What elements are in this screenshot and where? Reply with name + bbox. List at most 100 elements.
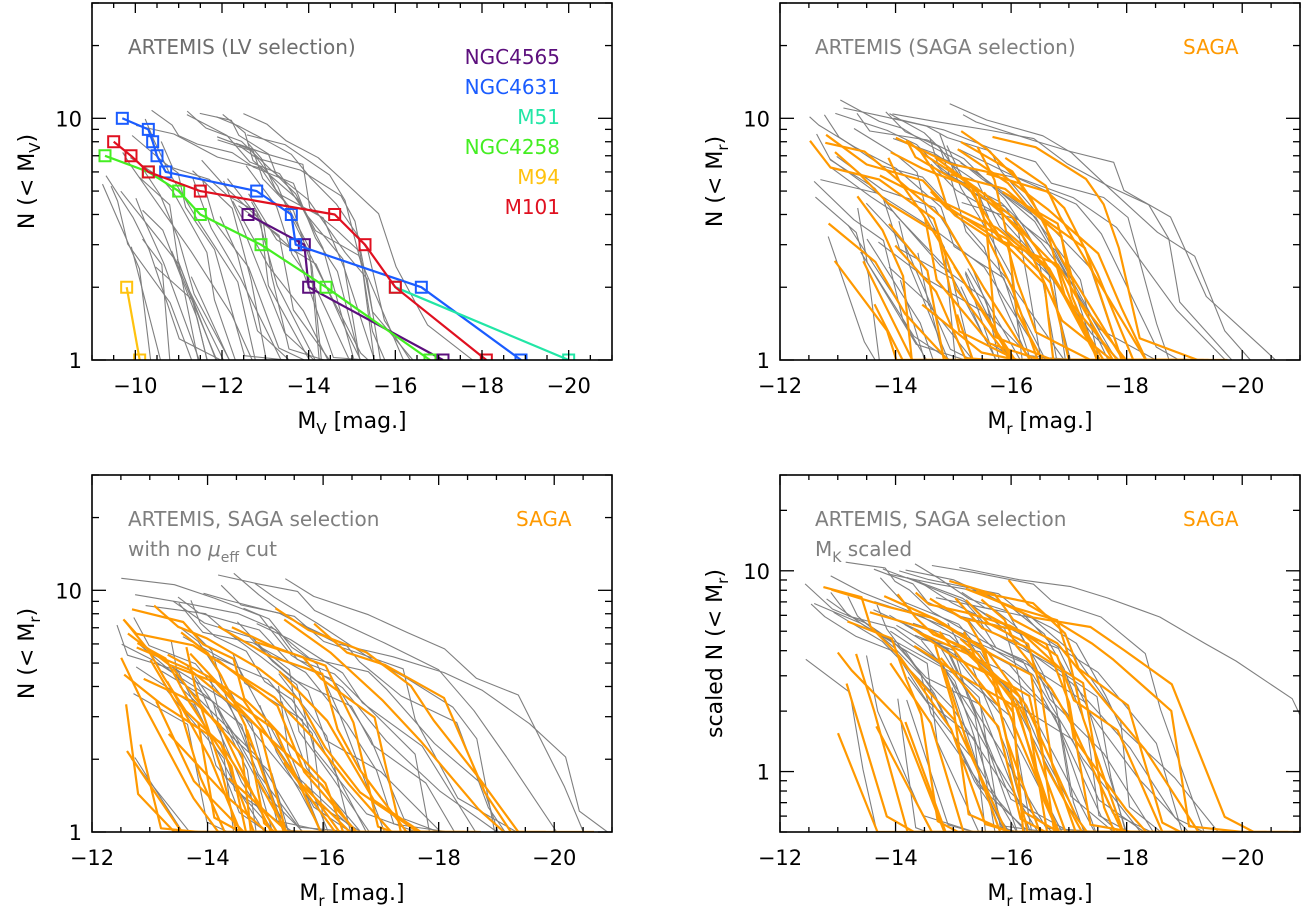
artemis-curve bbox=[110, 185, 232, 360]
artemis-curve bbox=[882, 568, 1217, 832]
artemis-curve bbox=[135, 594, 457, 832]
marker-ngc4258 bbox=[254, 238, 268, 252]
saga-curve bbox=[180, 631, 331, 832]
artemis-curve bbox=[216, 136, 344, 360]
artemis-curve bbox=[815, 196, 909, 360]
artemis-curve bbox=[893, 117, 1205, 360]
artemis-curve bbox=[227, 178, 354, 360]
artemis-curve bbox=[142, 238, 227, 360]
x-tick-label: −18 bbox=[417, 846, 461, 870]
saga-curve bbox=[895, 136, 1189, 360]
panel-saga-selection: −12 −14 −16 −18 −20 1 10 Mr [mag.] N (< Mr) ARTEM… bbox=[703, 2, 1301, 438]
artemis-curve bbox=[962, 114, 1300, 360]
artemis-curve bbox=[186, 114, 381, 360]
saga-curve bbox=[907, 140, 1076, 360]
artemis-curve bbox=[144, 118, 327, 360]
artemis-curve bbox=[190, 276, 277, 360]
legend-entry-m101: M101 bbox=[505, 195, 560, 219]
marker-ngc4631 bbox=[150, 149, 164, 163]
artemis-curve bbox=[194, 676, 316, 832]
x-tick-label: −12 bbox=[758, 374, 802, 398]
saga-curve bbox=[954, 597, 1190, 832]
saga-curve bbox=[873, 303, 942, 360]
saga-curve bbox=[256, 778, 302, 832]
marker-ngc4631 bbox=[115, 111, 129, 125]
artemis-curve bbox=[166, 689, 321, 832]
plot-area bbox=[809, 99, 1300, 360]
x-tick-label: −14 bbox=[287, 374, 331, 398]
saga-curve bbox=[809, 140, 1074, 360]
saga-curve bbox=[856, 195, 983, 360]
y-axis-label: N (< Mr) bbox=[15, 608, 44, 699]
artemis-curve bbox=[920, 639, 1049, 832]
artemis-curve bbox=[256, 623, 513, 832]
saga-curve bbox=[228, 777, 328, 832]
artemis-curve bbox=[185, 663, 335, 832]
saga-curve bbox=[278, 670, 443, 832]
marker-ngc4565 bbox=[241, 207, 255, 221]
artemis-curve bbox=[135, 124, 445, 360]
artemis-curve bbox=[207, 730, 306, 832]
saga-curve bbox=[965, 599, 1118, 832]
artemis-curve bbox=[860, 251, 979, 360]
panel-saga-no-mu-cut: −12 −14 −16 −18 −20 1 10 Mr [mag.] N (< Mr) ARTEM… bbox=[15, 474, 613, 910]
artemis-curve bbox=[233, 572, 524, 832]
artemis-curve bbox=[155, 266, 232, 360]
annotation-text: ARTEMIS (LV selection) bbox=[128, 35, 356, 59]
saga-curve bbox=[986, 172, 1204, 360]
x-axis-label: Mr [mag.] bbox=[987, 409, 1092, 438]
saga-curve bbox=[274, 607, 594, 832]
saga-curve bbox=[836, 651, 963, 832]
saga-curve bbox=[283, 618, 524, 832]
saga-curve bbox=[883, 595, 1088, 832]
y-tick-label: 1 bbox=[69, 821, 82, 845]
artemis-curve bbox=[857, 207, 988, 360]
artemis-curve bbox=[222, 113, 388, 360]
saga-curve bbox=[862, 260, 937, 360]
saga-curve bbox=[960, 130, 1136, 360]
artemis-curve bbox=[840, 99, 1183, 360]
artemis-curve bbox=[876, 604, 1105, 832]
artemis-curve bbox=[238, 145, 463, 360]
artemis-curve bbox=[967, 268, 1076, 360]
saga-curve bbox=[956, 314, 993, 360]
saga-curve bbox=[153, 604, 478, 832]
series-line-m51 bbox=[394, 286, 570, 360]
saga-curve bbox=[889, 662, 1035, 832]
x-tick-label: −14 bbox=[873, 846, 917, 870]
saga-curve bbox=[304, 783, 416, 832]
saga-curve bbox=[894, 244, 1068, 360]
artemis-curve bbox=[251, 201, 351, 360]
legend-entry-ngc4631: NGC4631 bbox=[465, 75, 560, 99]
saga-curve bbox=[283, 761, 356, 832]
y-axis-label: scaled N (< Mr) bbox=[703, 569, 732, 738]
saga-curve bbox=[919, 151, 1159, 360]
artemis-curve bbox=[203, 592, 612, 832]
saga-curve bbox=[879, 174, 1169, 360]
saga-curve bbox=[149, 659, 262, 832]
marker-ngc4631 bbox=[146, 135, 160, 149]
saga-curve bbox=[143, 677, 341, 832]
artemis-curve bbox=[805, 658, 954, 832]
saga-curve bbox=[939, 657, 1076, 832]
saga-curve bbox=[914, 591, 1195, 832]
saga-curve bbox=[980, 598, 1184, 832]
saga-curve bbox=[875, 725, 952, 832]
marker-m101 bbox=[193, 184, 207, 198]
saga-curve bbox=[962, 631, 1148, 832]
x-axis-label: Mr [mag.] bbox=[987, 881, 1092, 910]
saga-curve bbox=[217, 625, 431, 832]
artemis-curve bbox=[827, 236, 940, 360]
saga-curve bbox=[122, 618, 440, 832]
artemis-curve bbox=[897, 698, 1003, 832]
series-line-ngc4565 bbox=[247, 213, 444, 360]
saga-curve bbox=[957, 148, 1185, 360]
saga-curve bbox=[869, 611, 1124, 832]
artemis-curve bbox=[232, 200, 378, 360]
artemis-curve bbox=[121, 643, 324, 832]
saga-curve bbox=[123, 673, 298, 832]
artemis-curve bbox=[949, 103, 1297, 360]
series-line-ngc4258 bbox=[104, 154, 431, 360]
annotation-text: ARTEMIS, SAGA selection bbox=[815, 507, 1066, 531]
